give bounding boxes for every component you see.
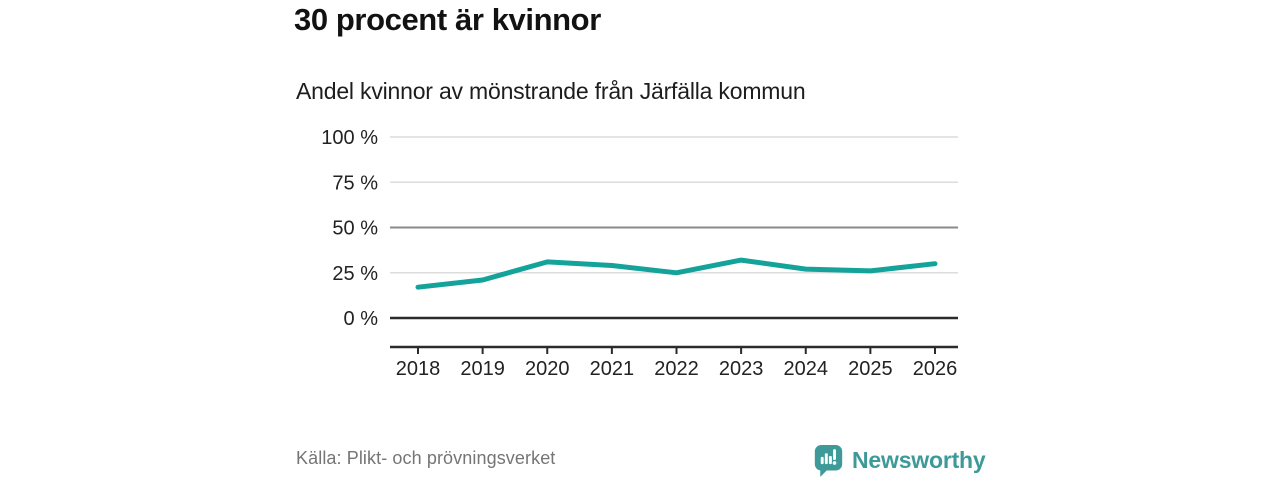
x-tick-label-2021: 2021 <box>590 358 635 380</box>
x-tick-label-2022: 2022 <box>654 358 699 380</box>
x-tick-label-2024: 2024 <box>784 358 829 380</box>
x-tick-label-2020: 2020 <box>525 358 570 380</box>
y-tick-label-0: 0 % <box>344 308 379 330</box>
y-tick-label-25: 25 % <box>332 263 378 285</box>
newsworthy-logo-icon <box>814 445 843 477</box>
y-tick-label-50: 50 % <box>332 218 378 240</box>
page-title: 30 procent är kvinnor <box>294 2 601 37</box>
chart-subtitle: Andel kvinnor av mönstrande från Järfäll… <box>296 78 806 104</box>
source-text: Källa: Plikt- och prövningsverket <box>296 448 556 468</box>
x-tick-label-2025: 2025 <box>848 358 893 380</box>
y-tick-label-100: 100 % <box>321 127 378 149</box>
data-line-Andel kvinnor av mönstrande <box>415 257 938 290</box>
x-tick-label-2019: 2019 <box>460 358 505 380</box>
x-tick-label-2026: 2026 <box>913 358 958 380</box>
brand-logo: Newsworthy <box>813 443 986 478</box>
x-tick-label-2023: 2023 <box>719 358 764 380</box>
x-tick-label-2018: 2018 <box>396 358 441 380</box>
y-tick-label-75: 75 % <box>332 172 378 194</box>
brand-name: Newsworthy <box>852 447 986 473</box>
